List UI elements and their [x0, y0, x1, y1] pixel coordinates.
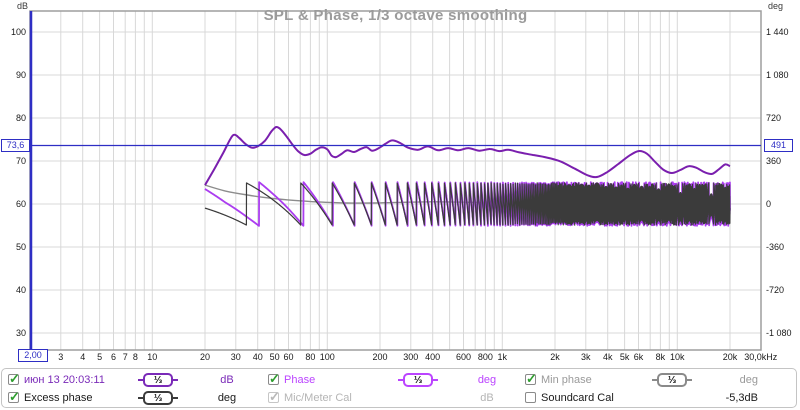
left-tick-label: 70: [16, 156, 26, 166]
left-axis-unit-label: dB: [16, 1, 28, 11]
plot-border: [29, 10, 762, 351]
left-tick-label: 30: [16, 328, 26, 338]
x-tick-label: 6k: [634, 352, 644, 362]
right-tick-label: -1 080: [766, 328, 792, 338]
badge-stub: [173, 379, 178, 381]
x-tick-label: 5: [97, 352, 102, 362]
x-tick-label: 6: [111, 352, 116, 362]
right-tick-label: 360: [766, 156, 781, 166]
x-tick-label: 20k: [723, 352, 738, 362]
min-phase-label[interactable]: Min phase: [541, 374, 592, 386]
x-tick-label: 2k: [550, 352, 560, 362]
x-tick-label: 60: [283, 352, 293, 362]
left-tick-label: 80: [16, 113, 26, 123]
phase-unit: deg: [477, 374, 497, 386]
x-tick-label: 8k: [656, 352, 666, 362]
x-tick-label: 8: [133, 352, 138, 362]
smoothing-badge-text: ⅓: [143, 373, 173, 387]
excess-phase-unit: deg: [217, 392, 237, 404]
phase-checkbox[interactable]: [268, 371, 280, 387]
excess-phase-curve: [204, 182, 731, 226]
x-tick-label: 80: [305, 352, 315, 362]
smoothing-badge-excess-phase[interactable]: ⅓: [138, 391, 178, 405]
chart-panel: 3 4 5 6 7 8 10 20 30 40 50 60 80 100 200 300 400 600 800 1k…: [0, 0, 800, 366]
x-tick-label: 1k: [498, 352, 508, 362]
smoothing-badge-phase[interactable]: ⅓: [398, 373, 438, 387]
x-tick-label: 5k: [620, 352, 630, 362]
left-tick-label: 60: [16, 199, 26, 209]
right-tick-label: 0: [766, 199, 771, 209]
x-tick-label: 10k: [670, 352, 685, 362]
badge-stub: [138, 379, 143, 381]
x-tick-label: 400: [425, 352, 440, 362]
badge-stub: [433, 379, 438, 381]
left-tick-label: 50: [16, 242, 26, 252]
spl-curve: [204, 125, 731, 186]
left-tick-label: 90: [16, 70, 26, 80]
cursor-deg-readout: 491: [764, 139, 793, 152]
soundcard-cal-checkbox[interactable]: [525, 392, 536, 403]
x-tick-label: 20: [200, 352, 210, 362]
measurement-unit: dB: [220, 374, 234, 386]
excess-phase-checkbox[interactable]: [8, 389, 20, 405]
badge-stub: [398, 379, 403, 381]
right-axis-unit-label: deg: [768, 1, 784, 11]
right-tick-label: -720: [766, 285, 784, 295]
right-tick-label: -360: [766, 242, 784, 252]
right-tick-label: 1 080: [766, 70, 789, 80]
cursor-db-readout: 73,6: [1, 139, 30, 152]
excess-phase-label[interactable]: Excess phase: [24, 392, 93, 404]
x-tick-label: 300: [403, 352, 418, 362]
chart-title: SPL & Phase, 1/3 octave smoothing: [263, 7, 528, 24]
right-tick-label: 1 440: [766, 27, 789, 37]
mic-meter-cal-checkbox[interactable]: [268, 389, 280, 405]
mic-meter-cal-unit: dB: [480, 392, 494, 404]
measurement-label[interactable]: июн 13 20:03:11: [24, 374, 105, 386]
smoothing-badge-text: ⅓: [403, 373, 433, 387]
min-phase-checkbox[interactable]: [525, 371, 537, 387]
x-tick-label: 7: [123, 352, 128, 362]
x-tick-label: 30: [231, 352, 241, 362]
x-tick-label: 50: [270, 352, 280, 362]
plot-area[interactable]: 3 4 5 6 7 8 10 20 30 40 50 60 80 100 200 300 400 600 800 1k…: [0, 0, 800, 366]
x-tick-label: 200: [372, 352, 387, 362]
smoothing-badge-text: ⅓: [657, 373, 687, 387]
smoothing-badge-min-phase[interactable]: ⅓: [652, 373, 692, 387]
trace-control-bar: июн 13 20:03:11 ⅓ dB Phase ⅓ deg Min pha…: [1, 368, 797, 408]
x-tick-label: 100: [320, 352, 335, 362]
x-tick-label: 4: [80, 352, 85, 362]
smoothing-badge-text: ⅓: [143, 391, 173, 405]
badge-stub: [138, 397, 143, 399]
soundcard-cal-value: -5,3dB: [725, 392, 758, 404]
x-tick-label: 30,0kHz: [744, 352, 778, 362]
x-tick-label: 40: [253, 352, 263, 362]
x-tick-label: 3: [58, 352, 63, 362]
x-tick-label: 10: [147, 352, 157, 362]
x-tick-label: 3k: [581, 352, 591, 362]
mic-meter-cal-label: Mic/Meter Cal: [284, 392, 352, 404]
badge-stub: [687, 379, 692, 381]
measurement-checkbox[interactable]: [8, 371, 20, 387]
phase-label[interactable]: Phase: [284, 374, 316, 386]
badge-stub: [652, 379, 657, 381]
cursor-freq-readout: 2,00: [18, 349, 48, 362]
badge-stub: [173, 397, 178, 399]
left-tick-label: 100: [11, 27, 26, 37]
left-tick-label: 40: [16, 285, 26, 295]
smoothing-badge-measurement[interactable]: ⅓: [138, 373, 178, 387]
min-phase-unit: deg: [739, 374, 758, 386]
right-tick-label: 720: [766, 113, 781, 123]
soundcard-cal-label[interactable]: Soundcard Cal: [541, 392, 614, 404]
x-tick-label: 600: [456, 352, 471, 362]
x-tick-label: 4k: [603, 352, 613, 362]
x-tick-label: 800: [478, 352, 493, 362]
